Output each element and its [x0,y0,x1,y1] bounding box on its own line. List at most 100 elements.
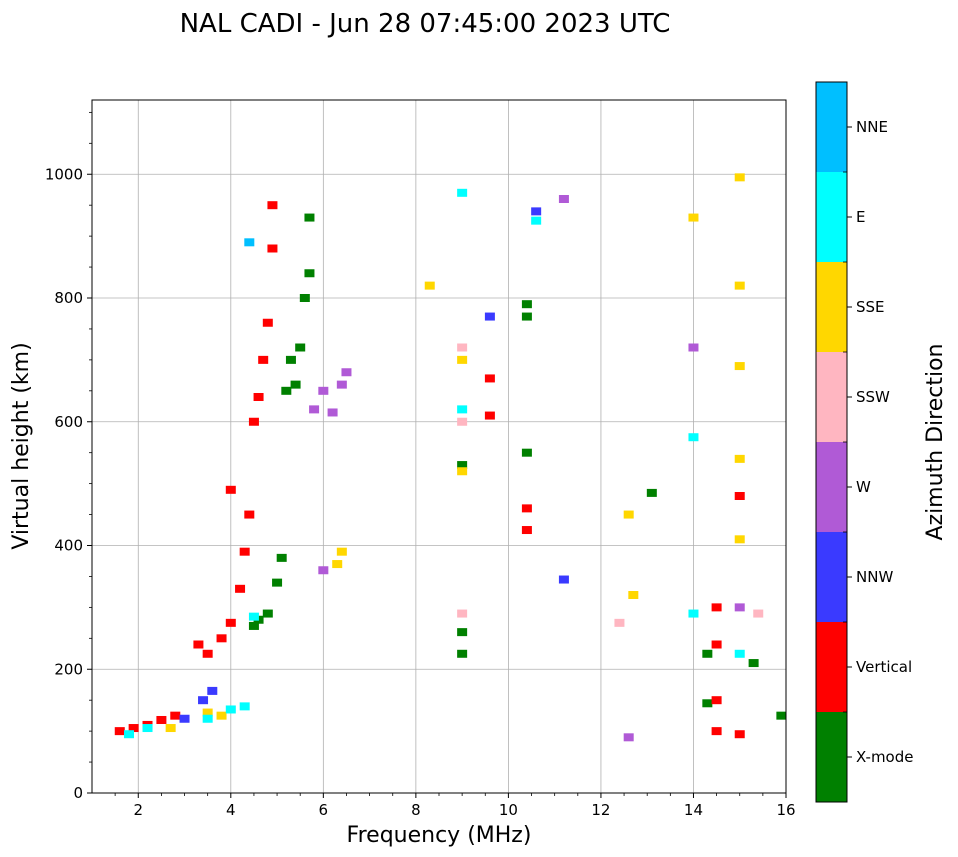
data-point [267,201,278,210]
data-point [457,628,468,637]
data-point [711,603,722,612]
data-point [734,454,745,463]
data-point [225,618,236,627]
data-point [711,696,722,705]
data-point [734,362,745,371]
data-point [424,281,435,290]
data-point [734,173,745,182]
data-point [457,188,468,197]
colorbar-label: W [856,478,871,496]
data-point [521,312,532,321]
colorbar-label: SSE [856,298,885,316]
data-point [646,488,657,497]
data-point [521,300,532,309]
data-point [521,448,532,457]
data-point [734,730,745,739]
x-axis-ticks: 2 4 6 8 10 12 14 16 [114,793,796,819]
data-point [688,433,699,442]
data-point [202,649,213,658]
data-point [318,386,329,395]
data-point [688,609,699,618]
data-point [248,612,259,621]
data-point [156,715,167,724]
data-point [748,659,759,668]
data-point [202,708,213,717]
data-point [457,405,468,414]
data-point [734,535,745,544]
colorbar-segment [816,352,847,442]
y-tick-label: 1000 [45,165,83,183]
data-point [285,355,296,364]
data-point [521,504,532,513]
data-point [484,374,495,383]
plot-frame [92,100,786,793]
data-point [235,584,246,593]
data-point [623,733,634,742]
x-tick-label: 8 [411,801,421,819]
y-tick-label: 400 [54,537,83,555]
data-point [202,714,213,723]
y-tick-label: 200 [54,660,83,678]
data-point [198,696,209,705]
data-point [336,547,347,556]
colorbar-segment [816,712,847,802]
colorbar-segment [816,532,847,622]
data-point [711,727,722,736]
colorbar-segment [816,442,847,532]
data-point [281,386,292,395]
x-tick-label: 12 [591,801,610,819]
x-tick-label: 2 [133,801,143,819]
data-point [332,560,343,569]
data-point [267,244,278,253]
colorbar-segment [816,82,847,172]
data-point [262,609,273,618]
data-point [216,711,227,720]
data-point [711,640,722,649]
data-points [114,173,787,742]
colorbar-segment [816,622,847,712]
data-point [734,649,745,658]
data-point [457,417,468,426]
data-point [614,618,625,627]
data-point [457,461,468,470]
data-point [734,281,745,290]
data-point [318,566,329,575]
x-axis-label: Frequency (MHz) [347,823,532,848]
data-point [142,724,153,733]
data-point [258,355,269,364]
data-point [179,714,190,723]
data-point [244,510,255,519]
data-point [248,621,259,630]
data-point [688,213,699,222]
colorbar-title: Azimuth Direction [923,343,948,540]
data-point [295,343,306,352]
data-point [309,405,320,414]
data-point [248,417,259,426]
data-point [272,578,283,587]
data-point [457,467,468,476]
data-point [702,699,713,708]
chart-title: NAL CADI - Jun 28 07:45:00 2023 UTC [180,9,671,39]
data-point [327,408,338,417]
data-point [753,609,764,618]
data-point [521,526,532,535]
y-tick-label: 800 [54,289,83,307]
data-point [558,575,569,584]
y-axis-ticks: 0 200 400 600 800 1000 [45,111,92,802]
data-point [193,640,204,649]
data-point [341,368,352,377]
colorbar-label: NNW [856,568,893,586]
y-tick-label: 0 [73,784,83,802]
data-point [114,727,125,736]
data-point [776,711,787,720]
x-tick-label: 4 [226,801,236,819]
data-point [124,730,135,739]
data-point [734,603,745,612]
data-point [457,649,468,658]
colorbar-label: NNE [856,118,888,136]
x-tick-label: 10 [499,801,518,819]
data-point [239,547,250,556]
plot-area: 2 4 6 8 10 12 14 16 0 200 400 600 800 1000 [45,99,796,819]
y-axis-label: Virtual height (km) [9,342,34,549]
